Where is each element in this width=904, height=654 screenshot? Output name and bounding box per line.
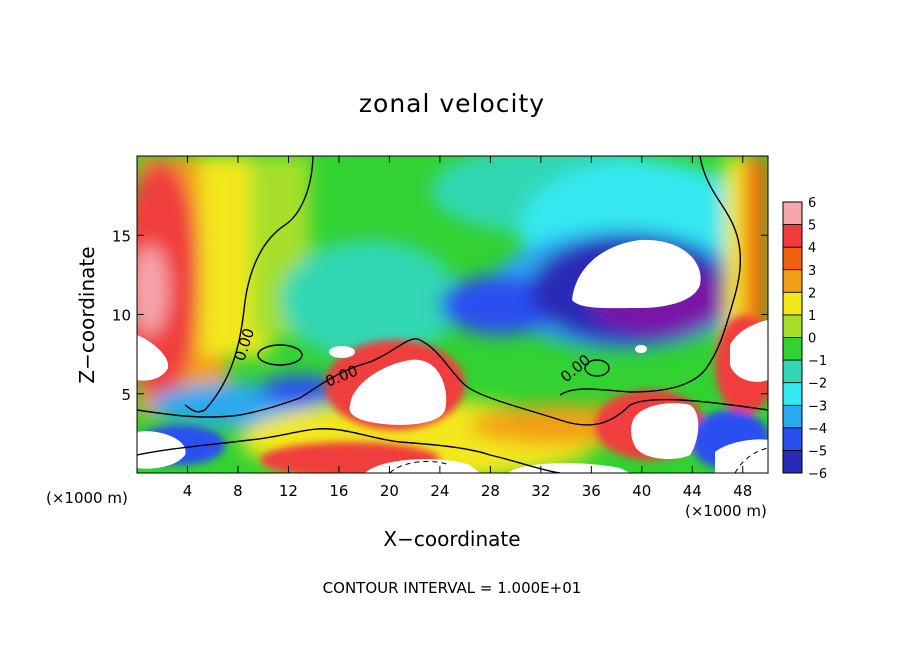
colorbar-label: 3 bbox=[808, 264, 816, 279]
x-tick-label: 4 bbox=[183, 482, 193, 500]
white-spot-center bbox=[329, 346, 355, 358]
field-blob-left-pink bbox=[137, 245, 168, 335]
colorbar-label: −5 bbox=[808, 444, 827, 459]
white-region-upper-right bbox=[572, 239, 701, 309]
contour-zero-lower bbox=[137, 338, 768, 426]
x-tick-label: 20 bbox=[380, 482, 399, 500]
colorbar-label: 4 bbox=[808, 241, 816, 256]
zero-contours bbox=[137, 156, 768, 473]
colorbar-swatch bbox=[783, 405, 802, 429]
field-band-right-edge-orange bbox=[745, 156, 768, 356]
contour-dashed-bottom-center bbox=[389, 461, 451, 473]
chart-title: zonal velocity bbox=[359, 89, 545, 118]
colorbar-swatch bbox=[783, 292, 802, 316]
x-axis-ticks: 4 8 12 16 20 24 28 32 36 40 44 48 bbox=[183, 156, 752, 500]
y-tick-label: 15 bbox=[112, 227, 131, 245]
colorbar-label: 0 bbox=[808, 332, 816, 347]
white-out-of-range-regions bbox=[137, 239, 768, 473]
white-region-bottom-left bbox=[137, 431, 186, 469]
colorbar-swatch bbox=[783, 247, 802, 271]
colorbar: 6 5 4 3 2 1 0 −1 −2 −3 −4 −5 −6 bbox=[782, 196, 827, 482]
colorbar-label: −1 bbox=[808, 354, 827, 369]
footer-contour-interval: CONTOUR INTERVAL = 1.000E+01 bbox=[323, 579, 582, 597]
white-region-bottom-right bbox=[715, 439, 768, 473]
negative-contours-dashed bbox=[389, 447, 768, 473]
white-spot-right bbox=[635, 345, 647, 353]
colorbar-swatch bbox=[783, 314, 802, 338]
y-axis-ticks: 5 10 15 bbox=[112, 227, 768, 404]
y-tick-label: 10 bbox=[112, 307, 131, 325]
colorbar-label: −6 bbox=[808, 467, 827, 482]
colorbar-label: 1 bbox=[808, 309, 816, 324]
x-axis-label: X−coordinate bbox=[383, 527, 520, 551]
x-tick-label: 44 bbox=[683, 482, 702, 500]
y-axis-label: Z−coordinate bbox=[75, 246, 99, 383]
colorbar-label: −3 bbox=[808, 399, 827, 414]
x-tick-label: 8 bbox=[233, 482, 243, 500]
colorbar-label: 5 bbox=[808, 219, 816, 234]
contour-zero-bottom bbox=[137, 428, 561, 473]
x-tick-label: 48 bbox=[733, 482, 752, 500]
x-unit-right: (×1000 m) bbox=[685, 502, 767, 520]
contour-dashed-bottom-right bbox=[734, 447, 768, 473]
contour-zero-loop-right bbox=[584, 359, 610, 377]
field-blob-lowleft-darkblue bbox=[260, 375, 340, 405]
field-blob-left-red bbox=[137, 160, 200, 400]
white-region-bottom-mid bbox=[508, 463, 630, 473]
colorbar-swatch bbox=[783, 427, 802, 451]
colorbar-swatch bbox=[783, 202, 802, 226]
field-blob-center-cyan bbox=[280, 240, 460, 360]
colorbar-swatch bbox=[783, 382, 802, 406]
contour-zero-right bbox=[559, 156, 742, 396]
x-tick-label: 28 bbox=[481, 482, 500, 500]
x-tick-label: 40 bbox=[632, 482, 651, 500]
y-tick-label: 5 bbox=[121, 386, 131, 404]
colorbar-label: −4 bbox=[808, 422, 827, 437]
x-unit-left: (×1000 m) bbox=[46, 489, 128, 507]
colorbar-label: 2 bbox=[808, 286, 816, 301]
white-region-lower-right bbox=[631, 403, 699, 460]
x-tick-label: 24 bbox=[430, 482, 449, 500]
colorbar-label: 6 bbox=[808, 196, 816, 211]
colorbar-swatch bbox=[783, 269, 802, 293]
white-region-right-edge bbox=[730, 320, 768, 382]
colorbar-swatch bbox=[783, 360, 802, 384]
colorbar-label: −2 bbox=[808, 377, 827, 392]
white-region-lower-center bbox=[349, 359, 447, 425]
x-tick-label: 16 bbox=[329, 482, 348, 500]
x-tick-label: 12 bbox=[279, 482, 298, 500]
colorbar-swatch bbox=[783, 450, 802, 474]
plot-area: 0.00 0.00 0.00 bbox=[137, 156, 768, 473]
white-region-left-edge bbox=[137, 335, 169, 381]
contour-zero-main bbox=[184, 156, 314, 413]
colorbar-swatch bbox=[783, 224, 802, 248]
x-tick-label: 32 bbox=[531, 482, 550, 500]
white-region-bottom-center bbox=[365, 459, 480, 473]
contour-zero-loop-left bbox=[257, 344, 303, 366]
colorbar-swatch bbox=[783, 337, 802, 361]
x-tick-label: 36 bbox=[582, 482, 601, 500]
